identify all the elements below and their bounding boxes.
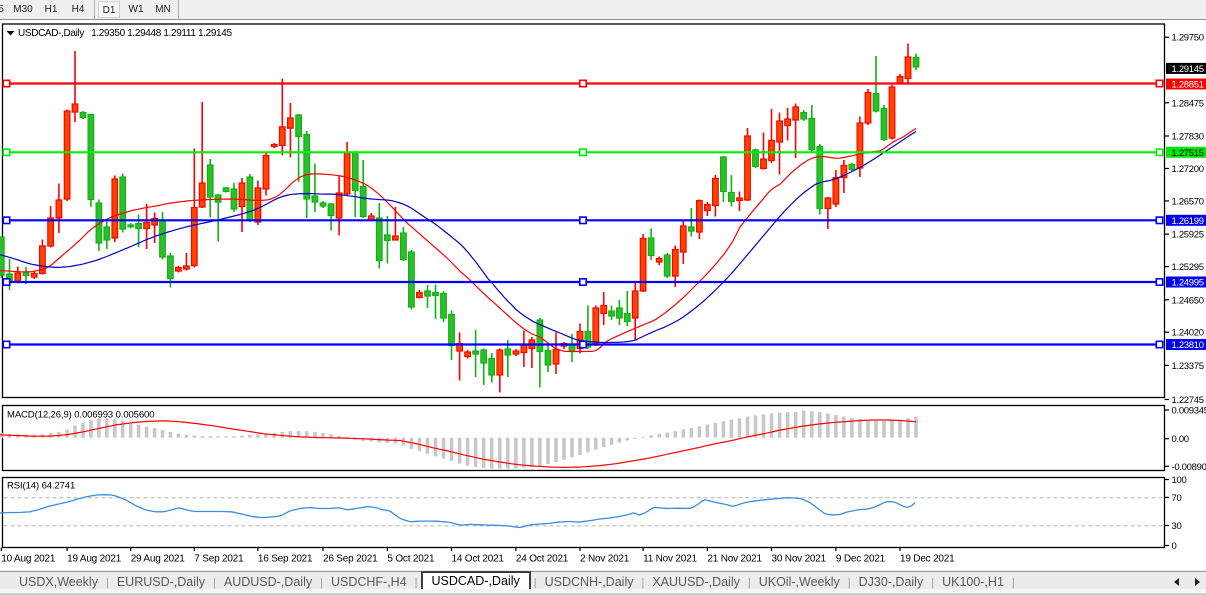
svg-text:1.22745: 1.22745 [1172, 395, 1204, 406]
svg-text:9 Dec 2021: 9 Dec 2021 [836, 554, 886, 565]
svg-text:1.27830: 1.27830 [1172, 132, 1204, 143]
svg-text:2 Nov 2021: 2 Nov 2021 [580, 554, 630, 565]
svg-text:USDCAD-,Daily 1.29350 1.29448: USDCAD-,Daily 1.29350 1.29448 1.29111 1.… [18, 28, 232, 39]
svg-text:11 Nov 2021: 11 Nov 2021 [643, 554, 697, 565]
svg-text:1.28475: 1.28475 [1172, 98, 1204, 109]
svg-text:1.26199: 1.26199 [1172, 216, 1204, 227]
svg-text:19 Dec 2021: 19 Dec 2021 [900, 554, 955, 565]
svg-text:30: 30 [1172, 521, 1182, 532]
svg-text:1.25925: 1.25925 [1172, 230, 1204, 241]
svg-text:-0.008903: -0.008903 [1172, 462, 1206, 473]
svg-text:1.23375: 1.23375 [1172, 361, 1204, 372]
svg-text:24 Oct 2021: 24 Oct 2021 [516, 554, 569, 565]
svg-text:1.23810: 1.23810 [1172, 340, 1204, 351]
svg-text:14 Oct 2021: 14 Oct 2021 [452, 554, 505, 565]
svg-text:1.24020: 1.24020 [1172, 328, 1204, 339]
svg-text:30 Nov 2021: 30 Nov 2021 [772, 554, 827, 565]
svg-text:1.24995: 1.24995 [1172, 278, 1204, 289]
svg-text:1.25295: 1.25295 [1172, 262, 1204, 273]
svg-text:7 Sep 2021: 7 Sep 2021 [194, 554, 244, 565]
svg-text:1.26570: 1.26570 [1172, 196, 1204, 207]
svg-text:5 Oct 2021: 5 Oct 2021 [387, 554, 435, 565]
svg-text:21 Nov 2021: 21 Nov 2021 [707, 554, 762, 565]
svg-text:1.27515: 1.27515 [1172, 148, 1204, 159]
svg-text:0.009345: 0.009345 [1172, 406, 1206, 417]
svg-text:1.24650: 1.24650 [1172, 295, 1204, 306]
svg-text:1.29750: 1.29750 [1172, 33, 1204, 44]
svg-text:0: 0 [1172, 541, 1177, 552]
svg-text:29 Aug 2021: 29 Aug 2021 [131, 554, 186, 565]
svg-text:1.28851: 1.28851 [1172, 80, 1204, 91]
svg-text:MACD(12,26,9) 0.006993 0.00560: MACD(12,26,9) 0.006993 0.005600 [7, 410, 154, 421]
svg-text:1.29145: 1.29145 [1172, 64, 1204, 75]
svg-text:70: 70 [1172, 493, 1182, 504]
svg-text:10 Aug 2021: 10 Aug 2021 [1, 554, 56, 565]
svg-text:16 Sep 2021: 16 Sep 2021 [258, 554, 313, 565]
svg-text:19 Aug 2021: 19 Aug 2021 [67, 554, 122, 565]
svg-text:100: 100 [1172, 475, 1187, 486]
svg-text:RSI(14) 64.2741: RSI(14) 64.2741 [7, 481, 75, 492]
svg-text:0.00: 0.00 [1172, 434, 1189, 445]
svg-text:1.27200: 1.27200 [1172, 164, 1204, 175]
svg-text:26 Sep 2021: 26 Sep 2021 [323, 554, 378, 565]
